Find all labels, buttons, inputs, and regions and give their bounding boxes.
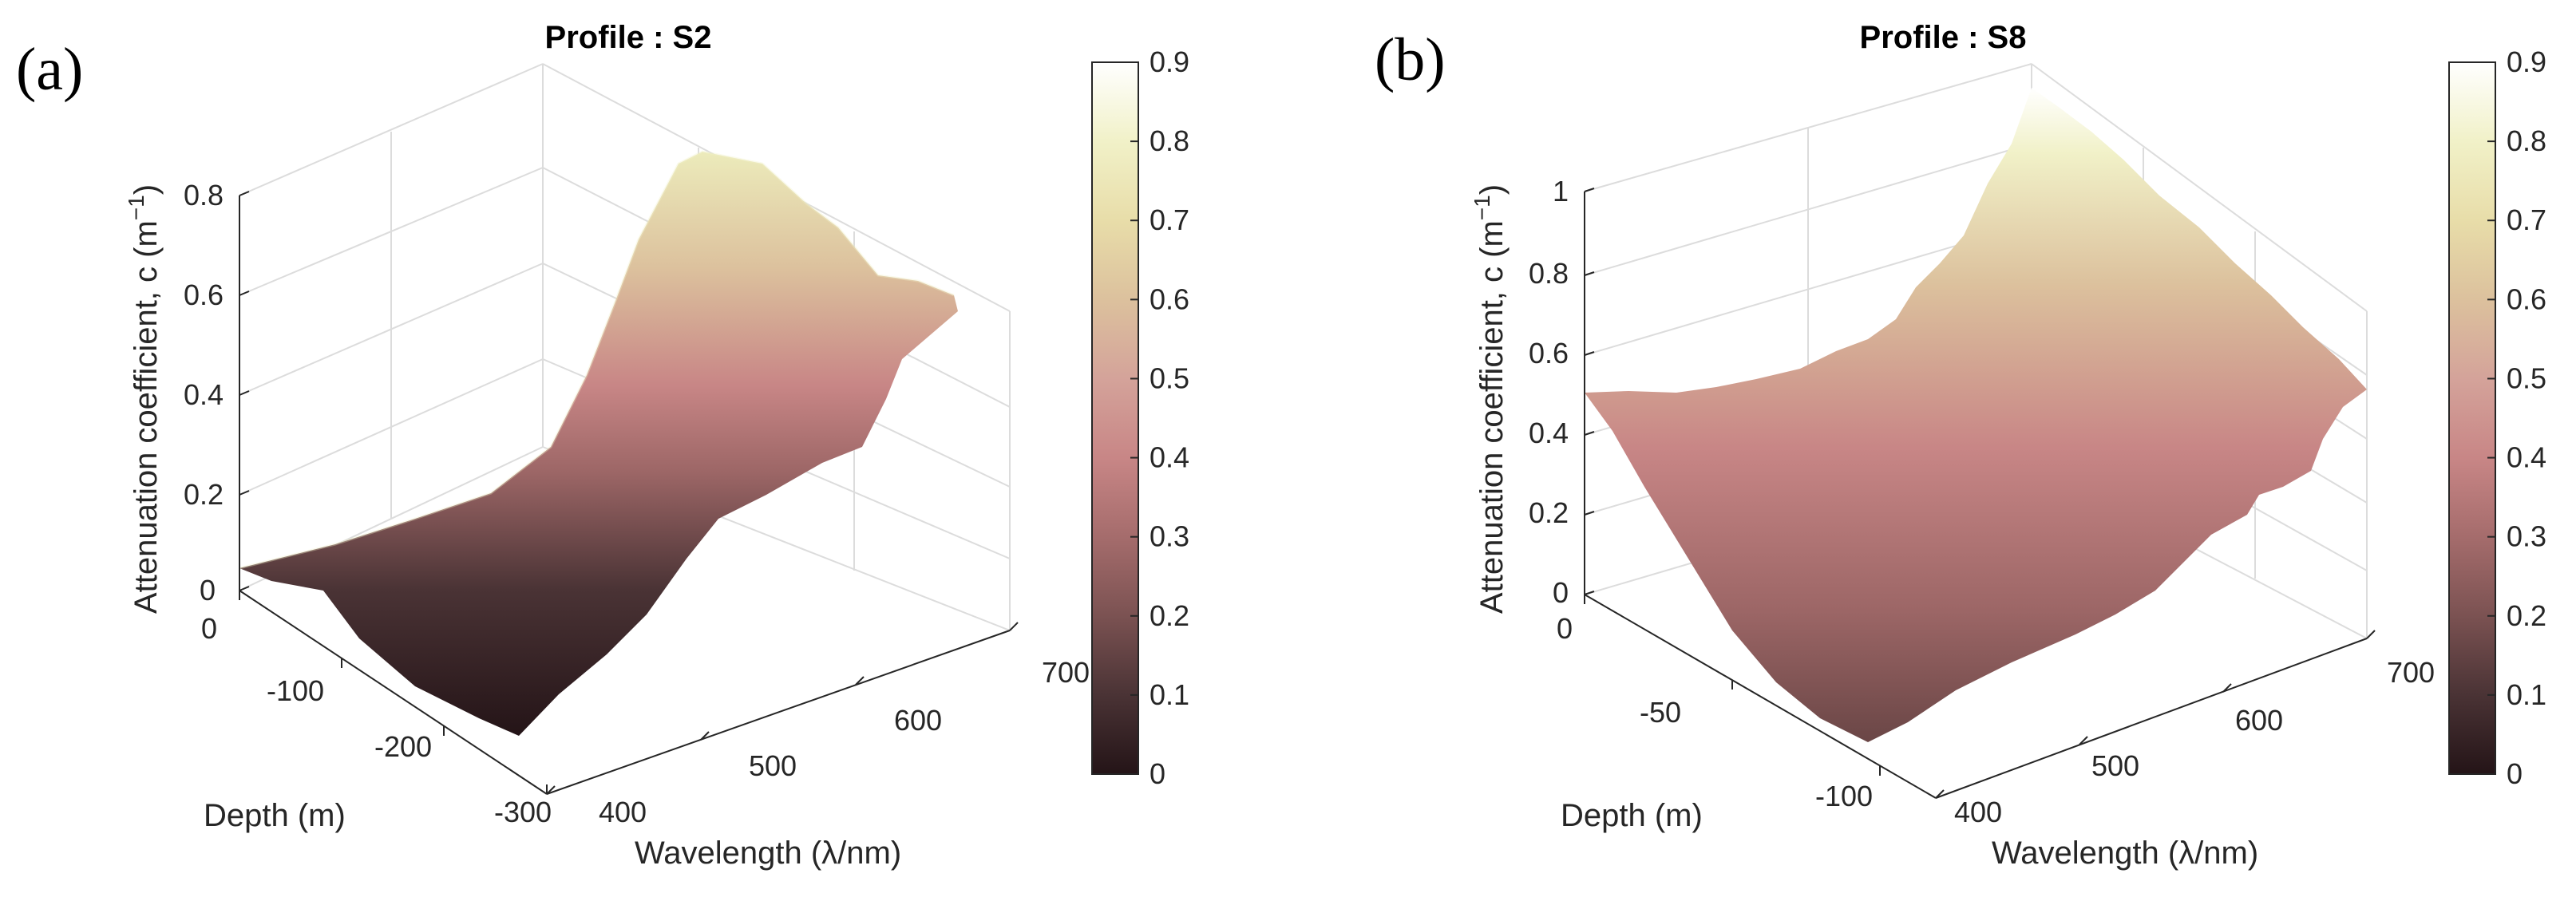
- panel-a-colorbar-bar: [1091, 61, 1139, 775]
- panel-a-title: Profile : S2: [545, 20, 712, 55]
- panel-b-z-tick: 1: [1553, 175, 1569, 207]
- panel-a-zlabel-close: ): [129, 184, 164, 195]
- panel-a-zlabel-main: Attenuation coefficient, c (m: [129, 220, 164, 614]
- colorbar-tick-label: 0.8: [2507, 124, 2546, 157]
- panel-b-z-tick: 0: [1553, 576, 1569, 609]
- colorbar-tick-label: 0.8: [1150, 124, 1189, 157]
- colorbar-tick-label: 0.5: [2507, 362, 2546, 394]
- colorbar-tick-label: 0.2: [1150, 599, 1189, 632]
- panel-a-z-tick: 0.2: [184, 478, 224, 511]
- panel-a-label: (a): [16, 36, 83, 103]
- colorbar-tick-label: 0.6: [2507, 283, 2546, 315]
- panel-a-z-tick: 0.4: [184, 378, 224, 411]
- panel-b-z-tick: 0.6: [1529, 337, 1569, 369]
- colorbar-tick-label: 0.1: [1150, 678, 1189, 711]
- colorbar-tick-label: 0.6: [1150, 283, 1189, 315]
- panel-b-zlabel-main: Attenuation coefficient, c (m: [1474, 220, 1510, 614]
- colorbar-tick-label: 0.5: [1150, 362, 1189, 394]
- panel-b-x-ticks: 400 500 600 700: [1954, 656, 2435, 828]
- panel-a: (a) Profile : S2: [16, 20, 1189, 871]
- panel-a-y-tick: -100: [267, 674, 324, 707]
- panel-a-z-tick: 0.6: [184, 279, 224, 311]
- panel-b-label: (b): [1375, 26, 1446, 93]
- colorbar-tick-label: 0.3: [2507, 520, 2546, 553]
- panel-a-y-ticks: 0 -100 -200 -300: [201, 612, 552, 828]
- colorbar-tick-label: 0.7: [1150, 204, 1189, 236]
- panel-a-x-tick: 400: [599, 796, 647, 828]
- colorbar-tick-label: 0.2: [2507, 599, 2546, 632]
- panel-a-x-ticks: 400 500 600 700: [599, 656, 1090, 828]
- panel-b-colorbar-ticks: 0 0.1 0.2 0.3 0.4 0.5 0.6 0.7 0.8 0.9: [2487, 45, 2546, 790]
- panel-b-zlabel-close: ): [1474, 184, 1510, 195]
- colorbar-tick-label: 0.4: [1150, 441, 1189, 474]
- panel-b-xlabel: Wavelength (λ/nm): [1992, 836, 2258, 871]
- panel-a-zlabel: Attenuation coefficient, c (m−1): [124, 184, 164, 614]
- panel-b-z-tick: 0.4: [1529, 417, 1569, 449]
- panel-a-colorbar: 0 0.1 0.2 0.3 0.4 0.5 0.6 0.7 0.8 0.9: [1091, 45, 1189, 790]
- panel-a-colorbar-ticks: 0 0.1 0.2 0.3 0.4 0.5 0.6 0.7 0.8 0.9: [1130, 45, 1189, 790]
- colorbar-tick-label: 0: [2507, 757, 2523, 790]
- colorbar-tick-label: 0.3: [1150, 520, 1189, 553]
- panel-b-axes: [1584, 188, 2376, 799]
- panel-a-y-tick: -300: [494, 796, 552, 828]
- panel-b-y-tick: -100: [1815, 780, 1873, 812]
- colorbar-tick-label: 0.1: [2507, 678, 2546, 711]
- panel-a-y-tick: 0: [201, 612, 217, 645]
- panel-a-x-tick: 500: [749, 749, 797, 782]
- panel-b-y-tick: -50: [1640, 696, 1681, 729]
- panel-a-xlabel: Wavelength (λ/nm): [635, 836, 901, 871]
- panel-a-zlabel-exp: −1: [124, 195, 148, 220]
- colorbar-tick-label: 0: [1150, 757, 1165, 790]
- panel-b-colorbar: 0 0.1 0.2 0.3 0.4 0.5 0.6 0.7 0.8 0.9: [2448, 45, 2546, 790]
- colorbar-tick-label: 0.7: [2507, 204, 2546, 236]
- panel-a-axes: [239, 191, 1019, 795]
- panel-b-y-tick: 0: [1557, 612, 1573, 645]
- panel-b-surface: [1585, 88, 2367, 742]
- panel-b-zlabel-exp: −1: [1470, 195, 1494, 220]
- panel-b: (b) Profile : S8: [1375, 20, 2546, 871]
- panel-b-x-tick: 700: [2387, 656, 2435, 689]
- panel-a-x-tick: 600: [894, 704, 942, 737]
- panel-b-ylabel: Depth (m): [1561, 798, 1703, 833]
- panel-a-y-tick: -200: [374, 730, 432, 763]
- panel-b-x-tick: 500: [2091, 749, 2139, 782]
- panel-a-surface: [239, 150, 958, 736]
- panel-b-x-tick: 400: [1954, 796, 2002, 828]
- panel-a-z-ticks: 0 0.2 0.4 0.6 0.8: [184, 179, 224, 607]
- panel-a-ylabel: Depth (m): [204, 798, 346, 833]
- panel-a-z-tick: 0: [200, 574, 216, 607]
- colorbar-tick-label: 0.9: [2507, 45, 2546, 78]
- panel-b-x-tick: 600: [2235, 704, 2283, 737]
- panel-b-z-tick: 0.8: [1529, 257, 1569, 290]
- panel-b-zlabel: Attenuation coefficient, c (m−1): [1470, 184, 1510, 614]
- panel-a-x-tick: 700: [1042, 656, 1090, 689]
- panel-b-y-ticks: 0 -50 -100: [1557, 612, 1873, 812]
- panel-b-z-tick: 0.2: [1529, 496, 1569, 529]
- panel-a-z-tick: 0.8: [184, 179, 224, 211]
- colorbar-tick-label: 0.9: [1150, 45, 1189, 78]
- panel-b-z-ticks: 0 0.2 0.4 0.6 0.8 1: [1529, 175, 1569, 609]
- colorbar-tick-label: 0.4: [2507, 441, 2546, 474]
- panel-b-colorbar-bar: [2448, 61, 2496, 775]
- panel-b-title: Profile : S8: [1860, 20, 2027, 55]
